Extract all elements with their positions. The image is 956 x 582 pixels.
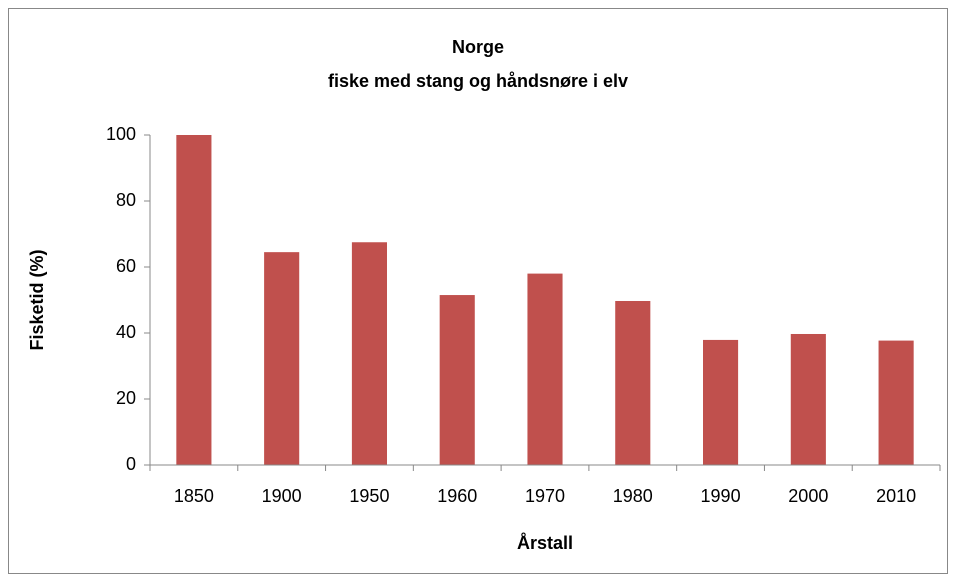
x-tick-label: 2010: [876, 486, 916, 506]
bar: [790, 333, 826, 465]
x-tick-label: 1990: [701, 486, 741, 506]
x-axis-label: Årstall: [517, 533, 573, 553]
y-tick-label: 60: [116, 256, 136, 276]
y-tick-label: 100: [106, 124, 136, 144]
bar: [703, 339, 739, 465]
bar: [176, 135, 212, 465]
chart-subtitle: fiske med stang og håndsnøre i elv: [328, 71, 628, 91]
bar: [615, 300, 651, 465]
x-tick-label: 1960: [437, 486, 477, 506]
x-tick-label: 1980: [613, 486, 653, 506]
y-tick-label: 80: [116, 190, 136, 210]
bar: [264, 252, 300, 465]
bar: [351, 242, 387, 465]
y-tick-label: 0: [126, 454, 136, 474]
x-tick-label: 1950: [349, 486, 389, 506]
y-tick-label: 40: [116, 322, 136, 342]
bar: [527, 273, 563, 465]
bar: [439, 295, 475, 465]
bar: [878, 340, 914, 465]
x-tick-label: 1970: [525, 486, 565, 506]
x-tick-label: 1900: [262, 486, 302, 506]
chart-frame: [8, 8, 948, 574]
y-tick-label: 20: [116, 388, 136, 408]
x-tick-label: 2000: [788, 486, 828, 506]
y-axis-label: Fisketid (%): [27, 249, 47, 350]
x-tick-label: 1850: [174, 486, 214, 506]
chart-title: Norge: [452, 37, 504, 57]
